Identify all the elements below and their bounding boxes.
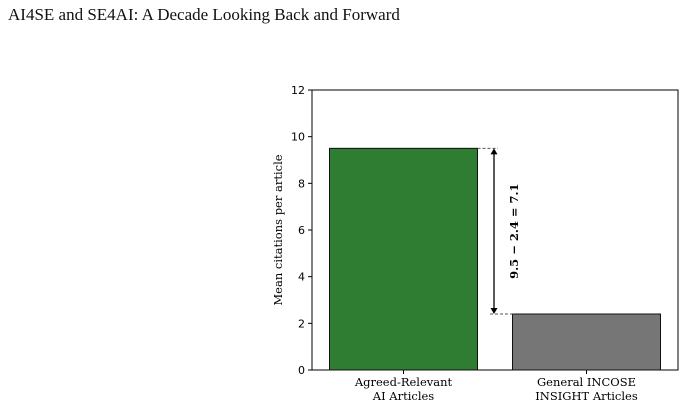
x-tick-label: Agreed-Relevant [354,375,453,389]
y-tick-label: 6 [298,224,305,237]
y-tick-label: 4 [298,271,305,284]
bar [512,313,661,371]
y-axis-label: Mean citations per article [271,154,285,305]
y-tick-label: 12 [291,84,305,97]
paper-header-title: AI4SE and SE4AI: A Decade Looking Back a… [8,5,400,24]
bar [329,147,478,371]
annotation-label: 9.5 − 2.4 = 7.1 [507,184,521,279]
y-tick-label: 8 [298,177,305,190]
chart-axes: 0 2 4 6 8 10 12 [291,84,679,377]
x-tick-label: AI Articles [372,389,435,403]
x-tick-label: General INCOSE [537,375,636,389]
annotation-arrow-head-up [490,148,498,155]
y-tick-label: 10 [291,131,305,144]
annotation-arrow-head-down [490,308,498,314]
y-tick-label: 2 [298,317,305,330]
y-tick-label: 0 [298,364,305,377]
x-tick-label: INSIGHT Articles [535,389,638,403]
difference-annotation: 9.5 − 2.4 = 7.1 [477,147,521,315]
